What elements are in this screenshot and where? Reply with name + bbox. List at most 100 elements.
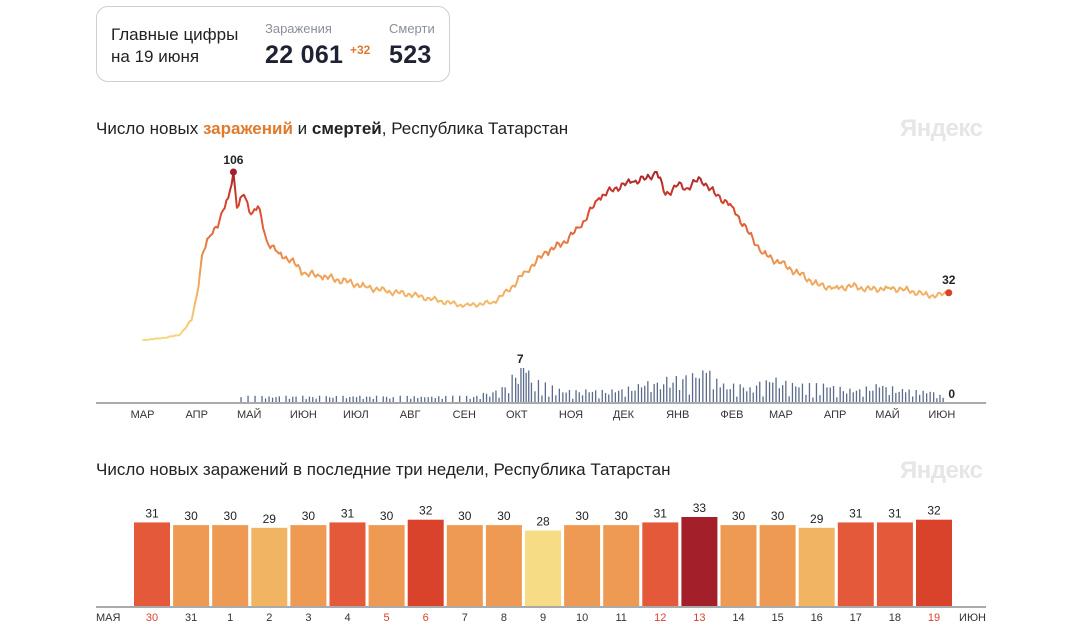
death-bar <box>862 396 864 402</box>
month-tick-label: ИЮН <box>290 409 317 421</box>
death-bar <box>275 397 277 402</box>
death-bar <box>445 395 447 402</box>
line-labels: 106 32 7 0 <box>223 153 955 401</box>
death-bar <box>581 395 584 402</box>
summary-title-line1: Главные цифры <box>111 25 239 44</box>
death-bar <box>901 389 904 402</box>
death-bar <box>342 395 344 402</box>
recent-bar-value: 31 <box>341 506 355 520</box>
yandex-watermark-2: Яндекс <box>900 457 983 484</box>
recent-day-label: 14 <box>732 612 744 624</box>
death-bar <box>675 376 677 402</box>
death-bar <box>878 387 881 402</box>
recent-bars: 31 30 30 29 30 31 30 32 30 30 28 30 30 31 33 30 30 29 31 31… <box>134 501 952 606</box>
death-bar <box>365 396 368 402</box>
death-bar <box>332 397 334 402</box>
death-bar <box>627 386 630 402</box>
month-tick-label: ФЕВ <box>720 409 743 421</box>
death-bar <box>782 385 784 402</box>
recent-bar-value: 30 <box>184 509 198 523</box>
recent-bar <box>759 525 796 606</box>
death-bar <box>739 384 741 402</box>
death-bar <box>476 395 478 402</box>
death-bar <box>759 381 761 402</box>
recent-bar <box>134 522 170 606</box>
death-bar <box>325 396 327 402</box>
month-tick-label: МАЙ <box>237 408 261 421</box>
death-bar <box>469 398 471 402</box>
recent-bar-value: 30 <box>771 509 785 523</box>
death-bar <box>352 396 354 402</box>
death-bar <box>522 368 525 402</box>
recent-bar <box>720 525 757 606</box>
recent-bar <box>407 519 444 606</box>
recent-bar-value: 30 <box>380 509 394 523</box>
death-bar <box>685 375 687 402</box>
death-bar <box>775 377 777 402</box>
recent-bar <box>525 530 561 606</box>
infections-value: 22 061 <box>265 41 344 69</box>
death-bar <box>345 398 348 402</box>
death-bar <box>742 387 745 402</box>
death-bar <box>933 392 935 402</box>
death-bar <box>315 398 317 402</box>
death-bar <box>562 392 564 402</box>
death-bar <box>292 396 294 402</box>
month-tick-label: СЕН <box>453 409 476 421</box>
death-bar <box>501 387 503 402</box>
death-bar <box>537 379 540 402</box>
death-bar <box>839 386 841 402</box>
death-bar <box>534 391 536 402</box>
death-bar <box>722 383 725 402</box>
death-bar <box>302 395 304 402</box>
recent-bar <box>251 527 288 606</box>
death-bar <box>640 387 643 402</box>
death-bar <box>647 381 649 402</box>
death-bar <box>385 396 388 402</box>
death-bar <box>565 392 567 402</box>
month-tick-label: ЯНВ <box>666 409 689 421</box>
death-bar <box>420 396 422 402</box>
death-bar <box>575 390 577 402</box>
recent-bar-value: 31 <box>145 506 159 520</box>
death-bar <box>495 390 497 402</box>
death-bar <box>929 391 931 402</box>
death-bar <box>285 395 287 402</box>
recent-day-label: 13 <box>693 612 705 624</box>
death-bar <box>762 396 764 402</box>
death-bar <box>678 390 681 402</box>
death-bar <box>922 390 924 402</box>
recent-bar <box>173 525 210 606</box>
death-bar <box>479 399 481 402</box>
death-bar <box>595 390 597 402</box>
month-tick-label: АПР <box>824 409 846 421</box>
death-bar <box>254 395 256 402</box>
death-bar <box>666 376 668 402</box>
summary-title: Главные цифры на 19 июня <box>111 24 238 68</box>
death-bar <box>424 397 426 402</box>
deaths-label: Смерти <box>389 21 435 36</box>
death-bar <box>525 372 527 402</box>
death-bar <box>808 383 811 402</box>
infections-peak-dot <box>229 168 237 176</box>
death-bar <box>865 386 867 402</box>
death-bar <box>382 396 384 402</box>
recent-bar <box>446 525 483 606</box>
death-bar <box>746 391 748 402</box>
recent-day-label: 15 <box>771 612 783 624</box>
death-bar <box>410 398 412 402</box>
death-bar <box>511 374 513 402</box>
death-bar <box>466 395 468 402</box>
death-bar <box>755 385 758 402</box>
recent-bar-value: 29 <box>263 512 277 526</box>
death-bar <box>905 392 907 402</box>
recent-bar-value: 30 <box>224 509 238 523</box>
death-bar <box>936 398 938 402</box>
death-bar <box>335 396 337 402</box>
death-bar <box>452 395 454 402</box>
death-bar <box>544 382 546 402</box>
death-bar <box>695 377 697 402</box>
death-bar <box>434 398 436 402</box>
recent-day-label: 2 <box>266 612 272 624</box>
